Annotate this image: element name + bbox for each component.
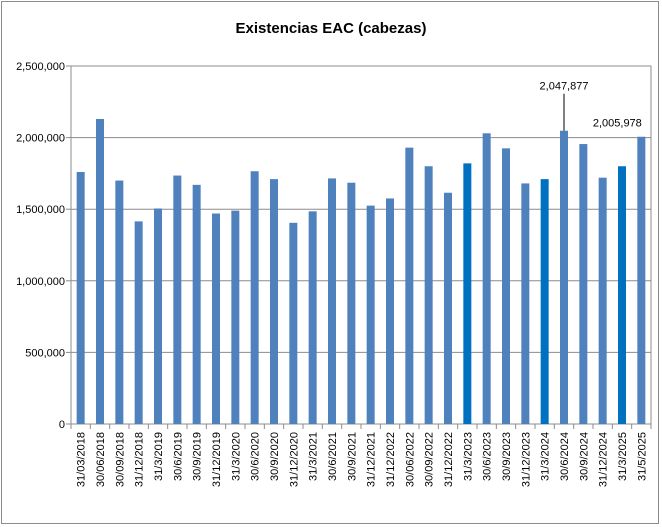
bar [482,133,491,424]
bar [618,166,626,425]
x-tick-label: 31/3/2021 [308,432,320,481]
bar [386,198,394,424]
x-tick-label: 30/9/2023 [501,432,513,481]
bar [289,222,298,424]
x-tick-label: 31/12/2022 [443,432,455,487]
bar [96,118,104,424]
x-tick-label: 30/9/2020 [269,432,281,481]
y-tick-label: 2,500,000 [16,61,65,73]
bar [192,184,201,424]
x-tick-label: 30/9/2021 [346,432,358,481]
bar [347,182,356,424]
bar [521,183,530,424]
x-tick-label: 31/3/2024 [540,432,552,481]
bar [463,163,472,424]
bar [637,136,646,424]
bar [366,205,375,424]
x-tick-label: 30/06/2022 [404,432,416,487]
x-tick-label: 30/9/2019 [192,432,204,481]
bar [424,166,433,425]
bar [502,148,510,424]
bar [231,210,240,424]
y-tick-label: 1,000,000 [16,276,65,288]
y-tick-label: 500,000 [25,347,65,359]
x-tick-label: 31/3/2025 [617,432,629,481]
x-tick-label: 31/5/2025 [636,432,648,481]
x-tick-label: 31/12/2018 [134,432,146,487]
bar [308,211,317,424]
bar [250,171,259,424]
x-tick-label: 31/3/2023 [462,432,474,481]
bar [115,180,124,424]
x-tick-label: 31/12/2024 [598,432,610,487]
y-tick-label: 0 [59,419,65,431]
bar [444,192,452,424]
bar [328,178,336,424]
bar [212,213,220,424]
x-tick-label: 30/6/2019 [172,432,184,481]
bar [154,208,162,424]
y-tick-label: 2,000,000 [16,133,65,145]
x-tick-label: 31/03/2018 [76,432,88,487]
x-tick-label: 30/06/2018 [95,432,107,487]
bar [560,130,568,424]
x-tick-label: 30/6/2021 [327,432,339,481]
x-tick-label: 30/6/2023 [482,432,494,481]
x-tick-label: 31/12/2021 [366,432,378,487]
bar [270,179,278,424]
x-tick-label: 31/12/2023 [520,432,532,487]
bar [405,147,414,424]
bar [579,144,588,424]
x-tick-label: 30/9/2024 [578,432,590,481]
bar [76,171,85,424]
x-tick-label: 30/09/2022 [424,432,436,487]
bar [598,177,607,424]
x-tick-label: 31/12/2019 [211,432,223,487]
x-tick-label: 30/09/2018 [114,432,126,487]
bar [173,175,182,424]
x-tick-label: 31/12/2022 [385,432,397,487]
x-tick-label: 31/12/2020 [288,432,300,487]
chart-title: Existencias EAC (cabezas) [235,20,427,37]
y-tick-label: 1,500,000 [16,204,65,216]
x-tick-label: 31/3/2020 [230,432,242,481]
x-tick-label: 30/6/2024 [559,432,571,481]
bar [134,221,143,424]
bar [540,179,549,424]
x-tick-label: 31/3/2019 [153,432,165,481]
data-label: 2,005,978 [593,118,642,130]
x-tick-label: 30/6/2020 [250,432,262,481]
data-label: 2,047,877 [540,81,589,93]
